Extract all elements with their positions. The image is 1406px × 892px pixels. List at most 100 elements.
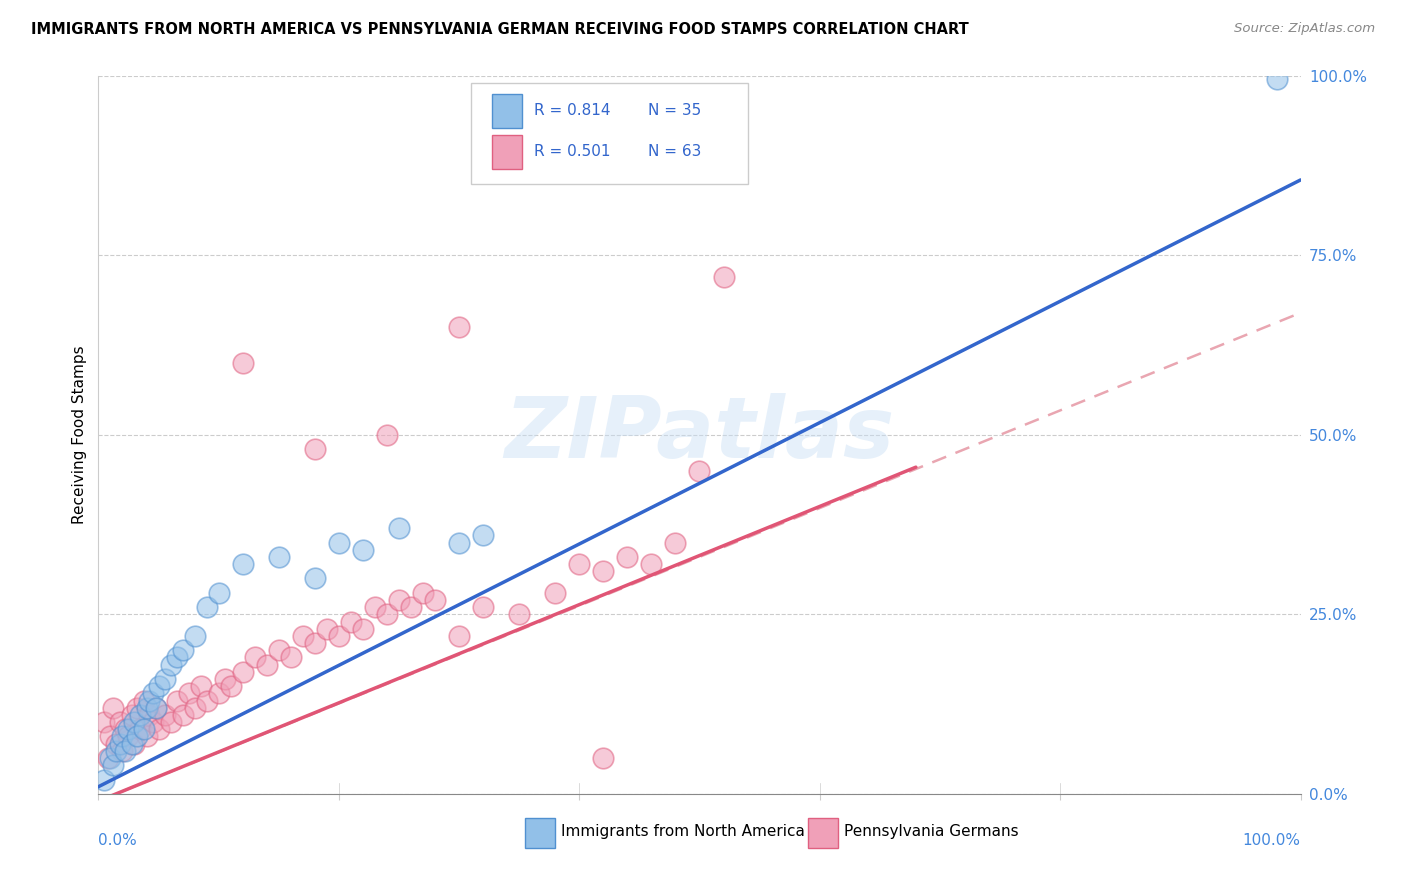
Point bbox=[340, 615, 363, 629]
Point bbox=[124, 737, 146, 751]
Point bbox=[304, 571, 326, 585]
Point bbox=[364, 600, 387, 615]
Point bbox=[447, 535, 470, 549]
Point bbox=[101, 758, 124, 772]
Point bbox=[243, 650, 266, 665]
Point bbox=[568, 557, 591, 571]
Text: ZIPatlas: ZIPatlas bbox=[505, 393, 894, 476]
Point bbox=[124, 715, 146, 730]
Point bbox=[129, 707, 152, 722]
Text: N = 63: N = 63 bbox=[648, 144, 702, 159]
Point bbox=[100, 730, 122, 744]
FancyBboxPatch shape bbox=[471, 83, 748, 184]
Text: R = 0.501: R = 0.501 bbox=[534, 144, 610, 159]
Point bbox=[97, 751, 120, 765]
Point bbox=[111, 730, 134, 744]
Bar bbox=[492, 135, 522, 169]
Point bbox=[195, 600, 218, 615]
Point bbox=[153, 707, 176, 722]
Point bbox=[148, 679, 170, 693]
Point bbox=[129, 723, 152, 737]
Point bbox=[93, 715, 115, 730]
Point bbox=[101, 700, 124, 714]
Point bbox=[412, 586, 434, 600]
Point bbox=[159, 657, 181, 672]
Point bbox=[177, 686, 200, 700]
Point bbox=[125, 730, 148, 744]
Point bbox=[166, 650, 188, 665]
Point bbox=[544, 586, 567, 600]
Point bbox=[117, 723, 139, 737]
Point bbox=[232, 557, 254, 571]
Point bbox=[183, 629, 205, 643]
Point bbox=[267, 643, 290, 657]
Point bbox=[208, 686, 231, 700]
Point bbox=[664, 535, 686, 549]
Bar bbox=[526, 818, 555, 847]
Point bbox=[1265, 72, 1288, 87]
Point bbox=[388, 593, 411, 607]
Point bbox=[114, 723, 136, 737]
Point bbox=[135, 730, 157, 744]
Point bbox=[592, 564, 614, 578]
Point bbox=[172, 707, 194, 722]
Point bbox=[121, 707, 143, 722]
Point bbox=[166, 693, 188, 707]
Point bbox=[121, 737, 143, 751]
Text: Pennsylvania Germans: Pennsylvania Germans bbox=[844, 824, 1018, 839]
Point bbox=[315, 622, 337, 636]
Point bbox=[108, 737, 131, 751]
Point bbox=[256, 657, 278, 672]
Point bbox=[592, 751, 614, 765]
Point bbox=[508, 607, 530, 622]
Point bbox=[352, 622, 374, 636]
Text: Immigrants from North America: Immigrants from North America bbox=[561, 824, 806, 839]
Point bbox=[117, 730, 139, 744]
Point bbox=[447, 320, 470, 334]
Point bbox=[688, 464, 710, 478]
Point bbox=[375, 607, 398, 622]
Point bbox=[183, 700, 205, 714]
Point bbox=[472, 528, 495, 542]
Point bbox=[232, 356, 254, 370]
Bar bbox=[807, 818, 838, 847]
Point bbox=[195, 693, 218, 707]
Point bbox=[145, 700, 167, 714]
Point bbox=[304, 636, 326, 650]
Point bbox=[145, 700, 167, 714]
Point bbox=[291, 629, 314, 643]
Point bbox=[108, 715, 131, 730]
Point bbox=[616, 549, 638, 564]
Text: Source: ZipAtlas.com: Source: ZipAtlas.com bbox=[1234, 22, 1375, 36]
Point bbox=[423, 593, 446, 607]
Text: 100.0%: 100.0% bbox=[1243, 833, 1301, 848]
Point bbox=[100, 751, 122, 765]
Point bbox=[105, 737, 128, 751]
Point bbox=[114, 744, 136, 758]
Bar bbox=[492, 94, 522, 128]
Point bbox=[138, 707, 160, 722]
Point bbox=[159, 715, 181, 730]
Point bbox=[153, 672, 176, 686]
Point bbox=[135, 700, 157, 714]
Point bbox=[328, 535, 350, 549]
Point bbox=[141, 715, 163, 730]
Point bbox=[190, 679, 212, 693]
Point bbox=[472, 600, 495, 615]
Point bbox=[219, 679, 242, 693]
Point bbox=[172, 643, 194, 657]
Point bbox=[132, 693, 155, 707]
Point bbox=[214, 672, 236, 686]
Point bbox=[208, 586, 231, 600]
Point bbox=[105, 744, 128, 758]
Point bbox=[304, 442, 326, 457]
Point bbox=[388, 521, 411, 535]
Point bbox=[111, 744, 134, 758]
Point bbox=[148, 723, 170, 737]
Point bbox=[280, 650, 302, 665]
Point bbox=[267, 549, 290, 564]
Point bbox=[125, 700, 148, 714]
Y-axis label: Receiving Food Stamps: Receiving Food Stamps bbox=[72, 345, 87, 524]
Point bbox=[447, 629, 470, 643]
Point bbox=[93, 772, 115, 787]
